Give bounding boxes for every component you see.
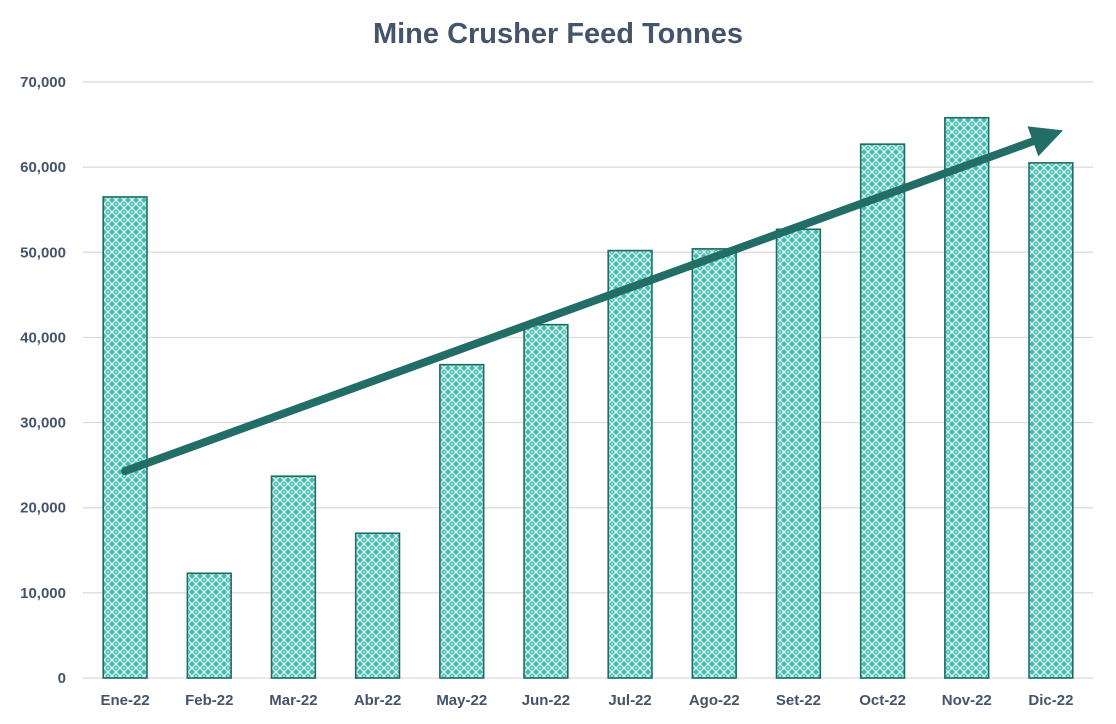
bar bbox=[102, 196, 148, 679]
bar bbox=[439, 363, 485, 679]
x-tick-label: Dic-22 bbox=[1028, 692, 1073, 709]
bar bbox=[944, 116, 990, 679]
bars bbox=[102, 116, 1074, 679]
bar bbox=[775, 228, 822, 679]
x-tick-label: May-22 bbox=[436, 692, 487, 709]
annotations bbox=[121, 126, 1063, 476]
y-tick-label: 20,000 bbox=[20, 500, 66, 517]
x-tick-label: Nov-22 bbox=[942, 692, 992, 709]
bar bbox=[1028, 162, 1074, 679]
x-tick-label: Oct-22 bbox=[859, 692, 906, 709]
x-axis-ticks: Ene-22 Feb-22 Mar-22 Abr-22 May-22 Jun-22 Jul-… bbox=[100, 692, 1073, 709]
x-tick-label: Feb-22 bbox=[185, 692, 233, 709]
chart-title: Mine Crusher Feed Tonnes bbox=[372, 18, 744, 50]
x-tick-label: Mar-22 bbox=[269, 692, 317, 709]
y-tick-label: 30,000 bbox=[20, 415, 66, 432]
y-tick-label: 40,000 bbox=[20, 329, 66, 346]
bar bbox=[354, 532, 401, 679]
y-tick-label: 10,000 bbox=[20, 585, 66, 602]
x-tick-label: Jun-22 bbox=[522, 692, 570, 709]
trend-arrow bbox=[121, 126, 1063, 476]
y-tick-label: 50,000 bbox=[20, 244, 66, 261]
x-tick-label: Set-22 bbox=[776, 692, 821, 709]
bar bbox=[186, 572, 232, 679]
y-tick-label: 60,000 bbox=[20, 159, 66, 176]
x-tick-label: Abr-22 bbox=[354, 692, 402, 709]
x-tick-label: Jul-22 bbox=[608, 692, 651, 709]
bar bbox=[270, 475, 317, 679]
bar bbox=[859, 143, 906, 679]
y-tick-label: 0 bbox=[58, 670, 66, 687]
bar bbox=[691, 248, 737, 679]
x-tick-label: Ago-22 bbox=[689, 692, 740, 709]
y-tick-label: 70,000 bbox=[20, 74, 66, 91]
x-tick-label: Ene-22 bbox=[100, 692, 149, 709]
bar bbox=[607, 249, 653, 679]
bar bbox=[523, 323, 569, 679]
y-axis-ticks: 0 10,000 20,000 30,000 40,000 50,000 60,000 70,… bbox=[20, 74, 66, 687]
